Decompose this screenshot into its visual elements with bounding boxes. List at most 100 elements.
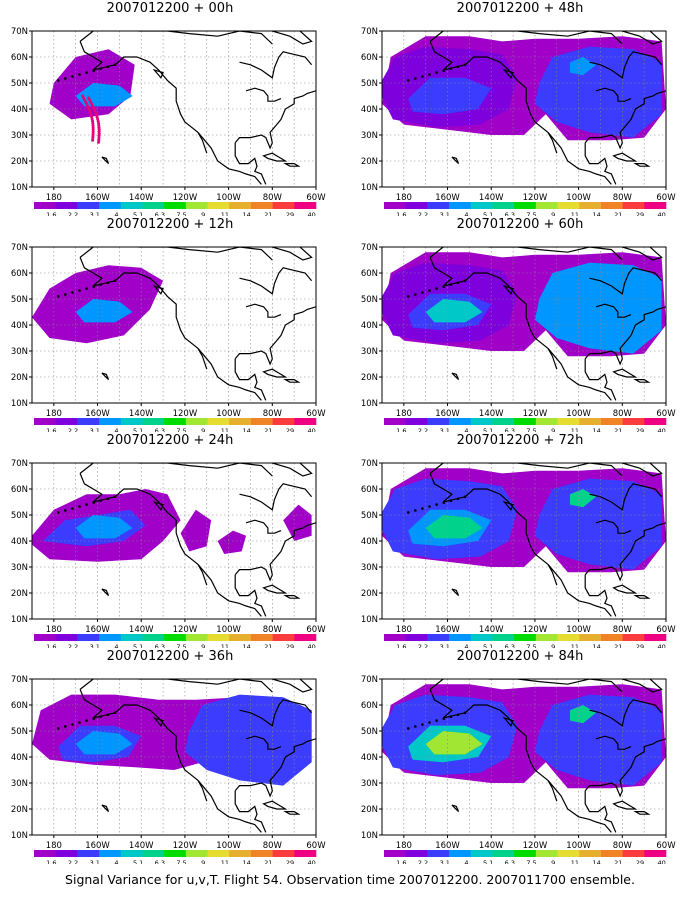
colorbar-label: 5.1 bbox=[133, 643, 143, 648]
lon-tick-label: 140W bbox=[479, 625, 504, 635]
colorbar-swatch bbox=[600, 418, 623, 425]
lon-tick-label: 140W bbox=[129, 193, 154, 203]
contour-level-0 bbox=[283, 504, 312, 541]
contour-level-3 bbox=[75, 299, 133, 323]
colorbar-swatch bbox=[142, 850, 165, 857]
lat-tick-label: 40N bbox=[11, 753, 28, 763]
lat-tick-label: 40N bbox=[361, 753, 378, 763]
colorbar-swatch bbox=[142, 634, 165, 641]
colorbar-swatch bbox=[294, 418, 317, 425]
colorbar-label: 2.2 bbox=[68, 211, 78, 216]
colorbar-label: 9 bbox=[551, 643, 555, 648]
lon-tick-label: 140W bbox=[129, 625, 154, 635]
colorbar-swatch bbox=[142, 202, 165, 209]
colorbar-swatch bbox=[384, 850, 406, 857]
lon-tick-label: 180 bbox=[46, 409, 62, 419]
colorbar-label: 40 bbox=[658, 643, 666, 648]
colorbar-label: 7.5 bbox=[176, 427, 186, 432]
coastlines bbox=[56, 679, 316, 833]
lat-tick-label: 10N bbox=[11, 831, 28, 841]
lon-tick-label: 100W bbox=[566, 625, 591, 635]
lat-tick-label: 40N bbox=[361, 537, 378, 547]
colorbar: 1.6 2.2 3.1 4 5.1 6.3 7.5 9 11 14 21 29 40 bbox=[34, 634, 317, 648]
colorbar: 1.6 2.2 3.1 4 5.1 6.3 7.5 9 11 14 21 29 40 bbox=[34, 418, 317, 432]
colorbar-label: 29 bbox=[286, 211, 294, 216]
lat-tick-label: 70N bbox=[11, 243, 28, 253]
colorbar-swatch bbox=[644, 202, 667, 209]
lat-tick-label: 60N bbox=[361, 53, 378, 63]
lon-tick-label: 120W bbox=[173, 193, 198, 203]
lat-tick-label: 10N bbox=[11, 615, 28, 625]
colorbar-swatch bbox=[55, 634, 78, 641]
lat-tick-label: 40N bbox=[11, 105, 28, 115]
panel-title: 2007012200 + 36h bbox=[106, 649, 234, 664]
colorbar-label: 3.1 bbox=[440, 211, 450, 216]
map-panel-12h: 10N 20N 30N 40N 50N 60N 70N 180 160W 140W 120W 100W… bbox=[0, 216, 340, 432]
colorbar: 1.6 2.2 3.1 4 5.1 6.3 7.5 9 11 14 21 29 40 bbox=[384, 202, 667, 216]
panel-title: 2007012200 + 48h bbox=[456, 1, 584, 16]
colorbar-swatch bbox=[622, 418, 645, 425]
contour-level-3 bbox=[75, 731, 133, 755]
colorbar-swatch bbox=[514, 418, 537, 425]
colorbar-label: 3.1 bbox=[90, 427, 100, 432]
lon-tick-label: 80W bbox=[263, 193, 283, 203]
lat-tick-label: 60N bbox=[11, 485, 28, 495]
colorbar-label: 3.1 bbox=[90, 859, 100, 864]
colorbar-label: 4 bbox=[114, 643, 118, 648]
colorbar-label: 11 bbox=[221, 859, 229, 864]
colorbar-label: 21 bbox=[614, 211, 622, 216]
lat-tick-label: 30N bbox=[11, 779, 28, 789]
colorbar-swatch bbox=[644, 850, 667, 857]
colorbar-swatch bbox=[164, 202, 187, 209]
colorbar-swatch bbox=[207, 418, 230, 425]
lon-tick-label: 120W bbox=[173, 625, 198, 635]
map-panel-48h: 10N 20N 30N 40N 50N 60N 70N 180 160W 140W 120W 100W… bbox=[350, 0, 690, 216]
colorbar-swatch bbox=[294, 634, 317, 641]
lat-tick-label: 30N bbox=[11, 131, 28, 141]
colorbar-swatch bbox=[557, 202, 580, 209]
lon-tick-label: 100W bbox=[216, 841, 241, 851]
colorbar-swatch bbox=[384, 634, 406, 641]
colorbar-label: 4 bbox=[464, 211, 468, 216]
colorbar-swatch bbox=[470, 202, 493, 209]
lat-tick-label: 60N bbox=[361, 269, 378, 279]
coastlines bbox=[406, 679, 666, 833]
colorbar-label: 40 bbox=[308, 427, 316, 432]
colorbar-swatch bbox=[164, 634, 187, 641]
colorbar: 1.6 2.2 3.1 4 5.1 6.3 7.5 9 11 14 21 29 40 bbox=[34, 202, 317, 216]
gridlines bbox=[32, 247, 316, 403]
colorbar-swatch bbox=[142, 418, 165, 425]
lat-tick-label: 30N bbox=[11, 347, 28, 357]
colorbar-label: 7.5 bbox=[176, 643, 186, 648]
lon-tick-label: 140W bbox=[479, 841, 504, 851]
colorbar-swatch bbox=[622, 202, 645, 209]
lon-tick-label: 140W bbox=[479, 193, 504, 203]
panel-title: 2007012200 + 12h bbox=[106, 217, 234, 232]
colorbar-label: 21 bbox=[264, 427, 272, 432]
colorbar-label: 11 bbox=[571, 859, 579, 864]
lon-tick-label: 60W bbox=[306, 193, 326, 203]
lon-tick-label: 160W bbox=[85, 409, 110, 419]
colorbar-label: 1.6 bbox=[46, 859, 56, 864]
lon-tick-label: 160W bbox=[85, 625, 110, 635]
colorbar: 1.6 2.2 3.1 4 5.1 6.3 7.5 9 11 14 21 29 40 bbox=[384, 850, 667, 864]
colorbar-label: 3.1 bbox=[90, 211, 100, 216]
lon-tick-label: 180 bbox=[396, 193, 412, 203]
lon-tick-label: 140W bbox=[479, 409, 504, 419]
colorbar-swatch bbox=[99, 850, 122, 857]
colorbar-swatch bbox=[272, 850, 295, 857]
lon-tick-label: 160W bbox=[85, 841, 110, 851]
lon-tick-label: 100W bbox=[566, 193, 591, 203]
lat-tick-label: 10N bbox=[11, 183, 28, 193]
lat-tick-label: 70N bbox=[361, 243, 378, 253]
contour-level-4 bbox=[425, 299, 483, 323]
colorbar-label: 4 bbox=[464, 859, 468, 864]
lat-tick-label: 20N bbox=[361, 373, 378, 383]
colorbar-label: 2.2 bbox=[418, 211, 428, 216]
lat-tick-label: 60N bbox=[11, 701, 28, 711]
lon-tick-label: 80W bbox=[613, 409, 633, 419]
colorbar-label: 14 bbox=[592, 643, 600, 648]
colorbar-swatch bbox=[492, 634, 515, 641]
colorbar-label: 6.3 bbox=[155, 211, 165, 216]
lat-tick-label: 20N bbox=[361, 589, 378, 599]
